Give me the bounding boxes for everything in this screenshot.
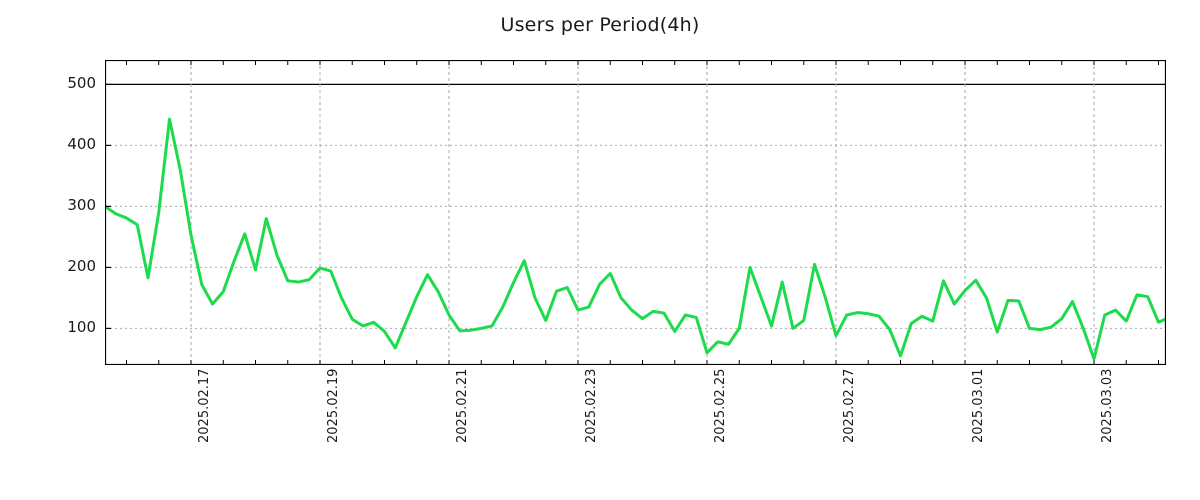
y-tick-marks — [105, 83, 111, 329]
x-tick-label: 2025.02.19 — [326, 368, 341, 443]
x-tick-label: 2025.02.23 — [584, 368, 599, 443]
y-tick-label: 400 — [67, 135, 96, 154]
x-tick-label: 2025.02.25 — [713, 368, 728, 443]
x-tick-label: 2025.02.27 — [842, 368, 857, 443]
plot-area — [105, 60, 1166, 365]
x-tick-label: 2025.03.03 — [1100, 368, 1115, 443]
x-tick-label: 2025.02.17 — [197, 368, 212, 443]
plot-border — [105, 60, 1166, 365]
x-tick-marks — [126, 60, 1159, 365]
y-tick-label: 500 — [67, 74, 96, 93]
y-tick-label: 100 — [67, 318, 96, 337]
series-line — [105, 117, 1166, 361]
chart-title: Users per Period(4h) — [500, 14, 700, 36]
y-tick-label: 300 — [67, 196, 96, 215]
plot-svg — [105, 60, 1166, 365]
grid-layer — [105, 60, 1166, 365]
series-layer — [105, 117, 1166, 361]
x-tick-label: 2025.02.21 — [455, 368, 470, 443]
y-tick-label: 200 — [67, 257, 96, 276]
x-tick-label: 2025.03.01 — [971, 368, 986, 443]
plot-frame — [105, 60, 1166, 365]
